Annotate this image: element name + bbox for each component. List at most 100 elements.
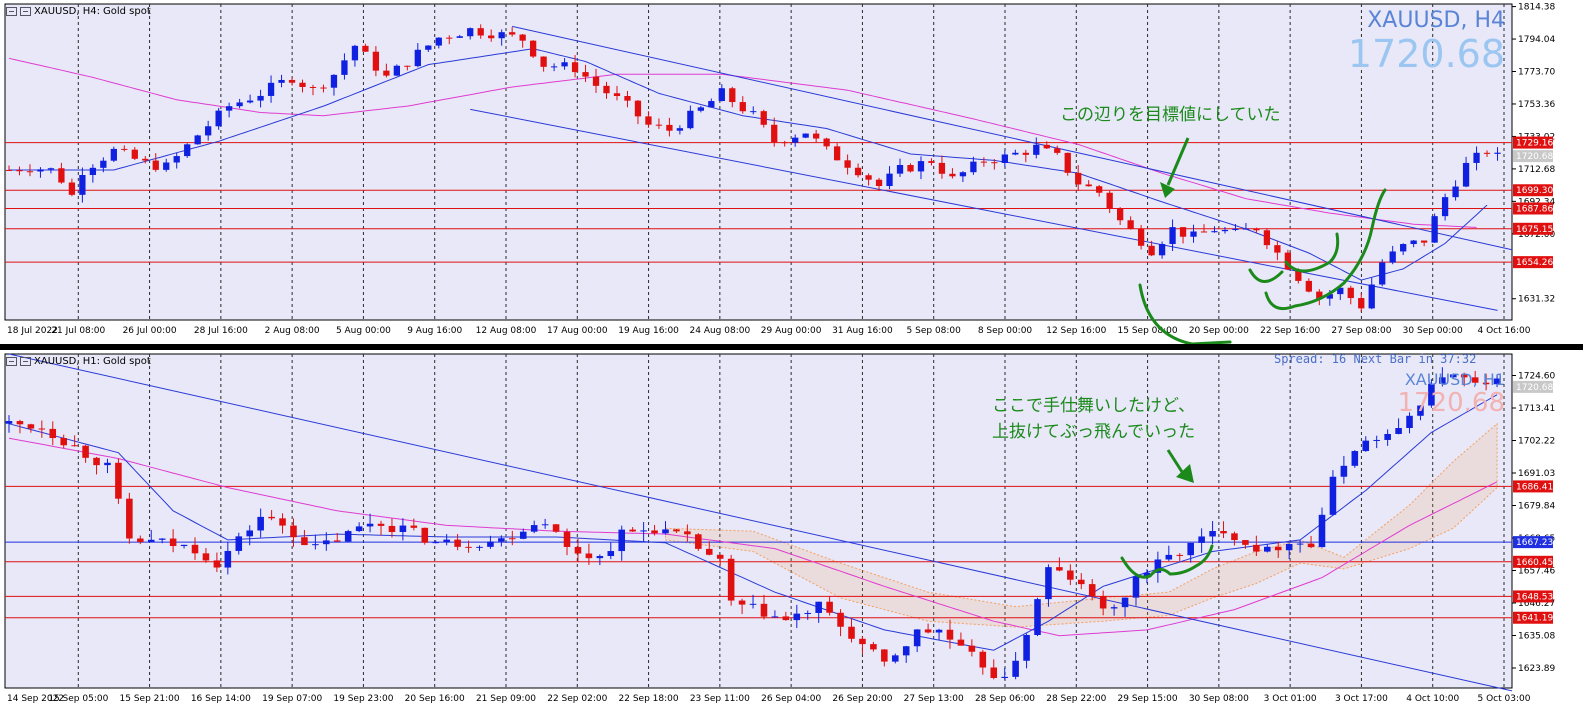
price-tag xyxy=(1513,222,1553,235)
candle-body xyxy=(541,524,549,526)
candle-body xyxy=(1121,597,1129,608)
candle-body xyxy=(49,428,57,439)
candle-body xyxy=(1395,428,1402,434)
candle-body xyxy=(152,160,159,170)
candle-body xyxy=(676,128,684,131)
candle-body xyxy=(655,124,663,126)
candle-body xyxy=(89,167,97,176)
h1-chart-header: XAUUSD, H1: Gold spot xyxy=(6,356,151,367)
ma-fast-line xyxy=(8,394,1498,651)
candle-body xyxy=(875,179,883,187)
h4-price-watermark: 1720.68 xyxy=(1347,32,1505,76)
candle-body xyxy=(1318,514,1326,548)
ma-fast-line xyxy=(9,48,1488,281)
candle-body xyxy=(246,100,254,103)
candle-body xyxy=(104,462,111,466)
candle-body xyxy=(979,651,987,668)
candle-body xyxy=(1209,531,1216,537)
candle-body xyxy=(344,531,352,542)
candle-body xyxy=(1347,287,1354,299)
annotation-arrow-shaft xyxy=(1166,449,1186,476)
time-axis-label: 21 Jul 08:00 xyxy=(51,326,105,336)
candle-body xyxy=(1439,377,1446,384)
time-axis-label: 15 Sep 21:00 xyxy=(120,694,180,704)
candle-body xyxy=(1067,570,1074,580)
candle-body xyxy=(180,544,188,547)
channel-lower-line xyxy=(470,108,1498,311)
candle-body xyxy=(1033,144,1040,155)
candle-body xyxy=(137,538,144,543)
candle-body xyxy=(1110,607,1118,609)
candle-body xyxy=(246,530,253,537)
time-axis-label: 19 Aug 16:00 xyxy=(618,326,679,336)
candle-body xyxy=(147,539,155,543)
time-axis-label: 3 Oct 01:00 xyxy=(1264,694,1317,704)
candle-body xyxy=(833,146,841,161)
candle-body xyxy=(1132,576,1140,598)
time-axis-label: 29 Aug 00:00 xyxy=(761,326,822,336)
candle-body xyxy=(1358,298,1365,309)
candle-body xyxy=(414,49,421,67)
time-axis-label: 9 Aug 16:00 xyxy=(407,326,462,336)
candle-body xyxy=(1462,162,1470,187)
candle-body xyxy=(1012,660,1019,677)
chart-menu-icon[interactable] xyxy=(6,357,17,366)
candle-body xyxy=(1242,540,1249,545)
candle-body xyxy=(1012,152,1019,155)
chart-window-icon[interactable] xyxy=(20,7,31,16)
candle-body xyxy=(881,649,888,662)
price-axis-label: 1692.34 xyxy=(1518,197,1555,207)
candle-body xyxy=(727,558,735,601)
h4-chart-panel[interactable]: 18 Jul 2022 21 Jul 08:00 26 Jul 00:00 28 Ju… xyxy=(0,0,1583,347)
candle-body xyxy=(288,79,296,83)
candle-body xyxy=(38,428,46,430)
candle-body xyxy=(421,527,429,543)
candle-body xyxy=(662,529,669,534)
candle-body xyxy=(519,34,526,41)
h1-symbol-label: XAUUSD, H1: xyxy=(34,356,100,367)
price-tag-label: 1654.26 xyxy=(1516,258,1553,268)
candle-body xyxy=(477,28,484,36)
candle-body xyxy=(561,62,568,67)
candle-body xyxy=(377,523,385,526)
candle-body xyxy=(896,164,904,174)
candle-body xyxy=(432,542,440,544)
price-tag-label: 1667.23 xyxy=(1516,538,1553,548)
price-axis-label: 1724.60 xyxy=(1518,371,1555,381)
time-axis-label: 19 Sep 23:00 xyxy=(333,694,393,704)
candle-body xyxy=(716,554,724,559)
candle-body xyxy=(760,111,767,125)
candle-body xyxy=(718,88,725,102)
price-axis-label: 1773.70 xyxy=(1518,68,1555,78)
candle-body xyxy=(1054,148,1061,153)
price-tag-label: 1720.68 xyxy=(1516,383,1553,393)
candle-body xyxy=(257,95,264,101)
chart-menu-icon[interactable] xyxy=(6,7,17,16)
candle-body xyxy=(1211,231,1218,233)
candle-body xyxy=(603,85,610,94)
candle-body xyxy=(1169,227,1176,245)
candle-body xyxy=(290,525,297,538)
candle-body xyxy=(58,168,65,183)
candle-body xyxy=(1165,554,1173,560)
candle-body xyxy=(235,536,243,551)
chart-window-icon[interactable] xyxy=(20,357,31,366)
candle-body xyxy=(509,538,516,540)
candle-body xyxy=(729,88,736,103)
h1-chart-panel[interactable]: 14 Sep 2022 15 Sep 05:00 15 Sep 21:00 16 Se… xyxy=(0,350,1583,716)
h1-annotation-line1: ここで手仕舞いしたけど、 xyxy=(992,396,1196,416)
candle-body xyxy=(750,111,757,113)
candle-body xyxy=(301,537,308,546)
candle-body xyxy=(257,516,264,531)
time-axis-label: 28 Sep 06:00 xyxy=(975,694,1035,704)
candle-body xyxy=(1075,172,1082,185)
candle-body xyxy=(1263,230,1271,246)
candle-body xyxy=(1368,284,1375,309)
h1-instrument-name: Gold spot xyxy=(103,356,151,367)
candle-body xyxy=(184,144,191,157)
price-tag xyxy=(1513,480,1553,493)
price-axis-label: 1631.32 xyxy=(1518,295,1555,305)
candle-body xyxy=(540,56,547,67)
